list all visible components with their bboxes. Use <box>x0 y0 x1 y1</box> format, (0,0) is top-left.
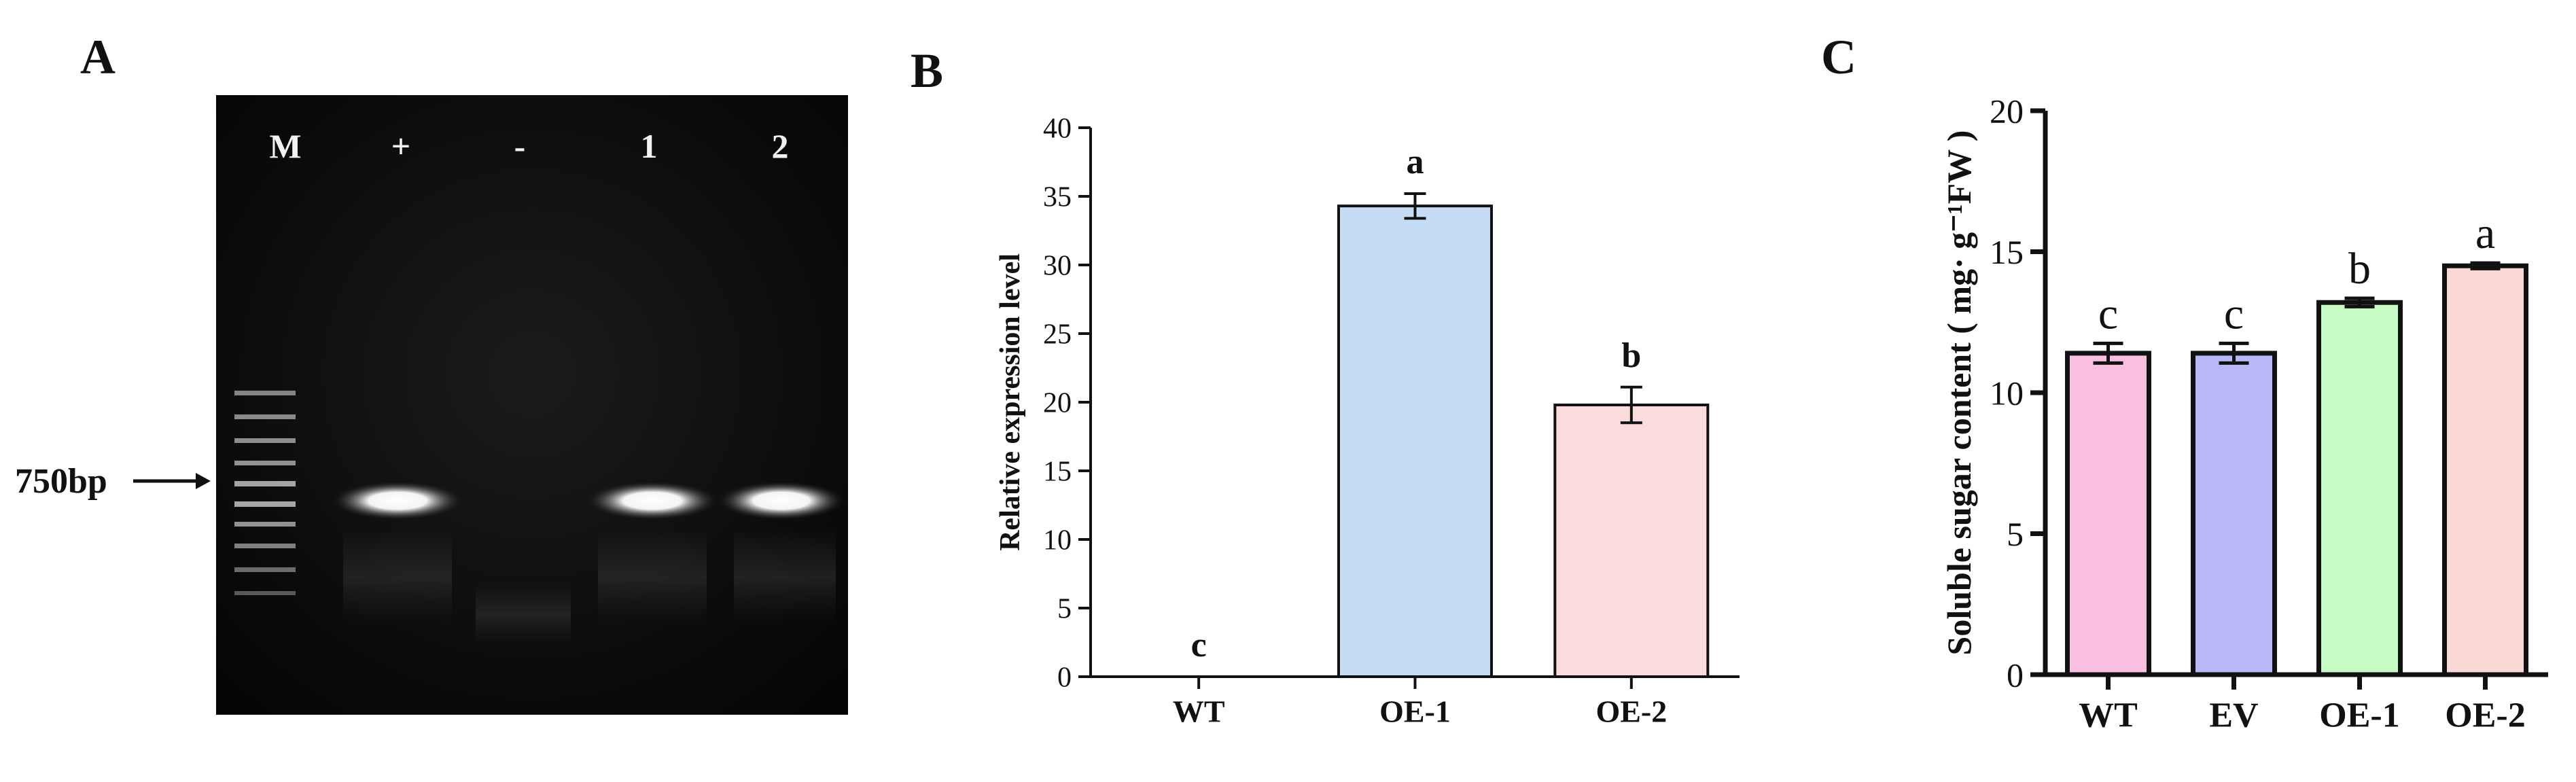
x-tick-label: WT <box>2079 696 2138 735</box>
y-tick-label: 15 <box>1990 233 2024 271</box>
lane-label-sample-1: 1 <box>641 127 658 165</box>
bar <box>1553 404 1710 678</box>
x-tick-label: WT <box>1173 694 1225 728</box>
significance-letter: a <box>1407 143 1424 181</box>
y-tick-label: 15 <box>1043 457 1072 488</box>
band-positive <box>333 482 462 520</box>
arrow-right-icon <box>196 473 211 489</box>
y-tick-label: 10 <box>1043 525 1072 556</box>
lane-sample-1-smear <box>598 530 707 625</box>
chart-c: 0 5 10 15 20 Soluble sugar content ( mg· g⁻¹F… <box>1940 92 2548 735</box>
y-tick-label: 25 <box>1043 319 1072 351</box>
y-tick-label: 5 <box>1057 594 1072 625</box>
x-tick-label: OE-1 <box>1379 694 1451 728</box>
bar <box>1337 205 1493 678</box>
chart-b: 0 5 10 15 20 25 30 35 40 Relative expression leve… <box>995 113 1740 728</box>
lane-sample-2-smear <box>734 530 836 625</box>
lane-label-sample-2: 2 <box>772 127 789 165</box>
y-tick-label: 30 <box>1043 251 1072 282</box>
significance-letter: c <box>2224 289 2244 338</box>
bar <box>2316 300 2403 677</box>
significance-letter: b <box>1621 336 1641 375</box>
significance-letter: a <box>2475 209 2495 258</box>
y-tick-label: 0 <box>2007 656 2024 694</box>
y-axis-label: Soluble sugar content ( mg· g⁻¹FW ) <box>1940 130 1978 656</box>
y-tick-label: 20 <box>1043 388 1072 419</box>
bar <box>2442 263 2528 677</box>
y-tick-label: 10 <box>1990 374 2024 412</box>
lane-negative-smear <box>476 584 571 645</box>
significance-letter: b <box>2348 244 2371 294</box>
lane-label-marker: M <box>269 127 301 165</box>
significance-letter: c <box>1191 626 1207 664</box>
y-tick-label: 35 <box>1043 182 1072 213</box>
band-sample-1 <box>588 482 717 520</box>
panel-a-label: A <box>80 30 116 84</box>
panel-b-label: B <box>911 43 943 98</box>
lane-label-positive: + <box>391 127 411 165</box>
bar <box>2191 351 2277 677</box>
y-tick-label: 5 <box>2007 515 2024 553</box>
x-tick-label: OE-1 <box>2319 696 2399 735</box>
y-tick-label: 0 <box>1057 662 1072 694</box>
significance-letter: c <box>2098 289 2118 338</box>
dna-ladder <box>234 391 296 595</box>
band-sample-2 <box>719 482 844 520</box>
bar <box>2065 351 2151 677</box>
panel-c-label: C <box>1821 30 1856 84</box>
x-tick-label: EV <box>2209 696 2258 735</box>
lane-label-negative: - <box>514 127 526 165</box>
y-axis-label: Relative expression level <box>995 253 1026 551</box>
lane-positive-smear <box>343 530 452 625</box>
y-tick-label: 40 <box>1043 113 1072 145</box>
y-tick-label: 20 <box>1990 92 2024 130</box>
x-tick-label: OE-2 <box>1595 694 1667 728</box>
size-marker-label: 750bp <box>15 462 107 501</box>
x-tick-label: OE-2 <box>2445 696 2525 735</box>
